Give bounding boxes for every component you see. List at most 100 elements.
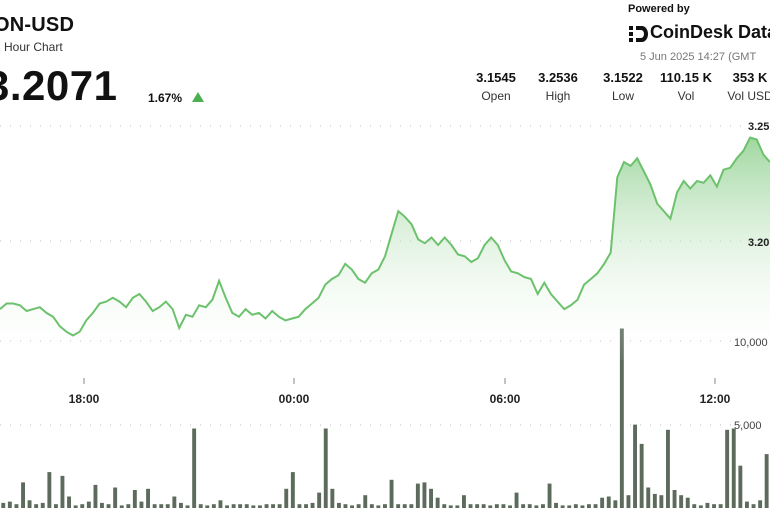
volume-bar — [685, 497, 690, 508]
x-tick-label: 00:00 — [279, 392, 310, 406]
price-line — [0, 136, 770, 337]
stat-vol-label: Vol — [677, 89, 695, 103]
volume-tick-label: 5,000 — [734, 420, 762, 432]
stat-volusd-value: 353 K — [732, 70, 768, 85]
volume-bar — [429, 488, 433, 508]
volume-bar — [21, 482, 25, 508]
volume-bar — [67, 496, 71, 508]
volume-bar — [165, 504, 170, 508]
volume-bar — [626, 495, 631, 508]
volume-bar — [679, 495, 684, 508]
volume-bar — [264, 504, 269, 508]
volume-bar — [514, 492, 519, 508]
volume-bar — [192, 428, 197, 508]
volume-bar — [198, 504, 203, 508]
stat-vol-value: 110.15 K — [659, 70, 713, 85]
volume-bar — [40, 502, 45, 508]
volume-bar — [304, 504, 308, 508]
volume-bar — [146, 488, 150, 508]
powered-by-label: Powered by — [628, 3, 690, 15]
volume-bar — [402, 504, 407, 508]
stat-high-value: 3.2536 — [538, 70, 578, 85]
volume-bar — [132, 490, 137, 508]
volume-bar — [593, 504, 598, 508]
volume-bar — [448, 505, 453, 508]
volume-bar — [521, 504, 526, 508]
volume-bar — [251, 505, 256, 508]
volume-bar — [758, 500, 763, 508]
stat-open-label: Open — [481, 89, 511, 103]
volume-bar — [442, 504, 447, 508]
volume-bar — [86, 501, 91, 508]
volume-bar — [159, 504, 164, 508]
volume-bar — [560, 505, 565, 508]
chart-subtitle: Hour Chart — [4, 40, 63, 54]
volume-bar — [422, 482, 427, 508]
price-tick-label: 3.20 — [748, 237, 769, 249]
volume-bar — [646, 487, 651, 508]
volume-bar — [205, 505, 210, 508]
volume-bar — [100, 502, 104, 508]
volume-bar — [73, 505, 78, 508]
pair-title: ON-USD — [0, 14, 75, 36]
volume-bar — [106, 504, 111, 508]
volume-bar — [14, 504, 19, 508]
volume-bar — [323, 428, 328, 508]
volume-bar — [211, 504, 216, 508]
current-price: 3.2071 — [0, 62, 118, 109]
volume-bar — [356, 504, 361, 508]
volume-bar — [554, 502, 558, 508]
price-area-fill — [0, 137, 770, 360]
volume-bar — [47, 472, 52, 508]
x-tick-label: 12:00 — [700, 392, 731, 406]
volume-bar — [494, 504, 499, 508]
price-tick-label: 3.25 — [748, 121, 769, 133]
volume-bar — [633, 424, 637, 508]
volume-bar — [317, 492, 322, 508]
volume-bar — [34, 504, 39, 508]
volume-bar — [659, 495, 664, 508]
volume-bar — [587, 504, 591, 508]
volume-bar — [764, 454, 769, 508]
volume-bar — [751, 504, 756, 508]
volume-bar — [475, 504, 480, 508]
volume-bar — [277, 504, 282, 508]
volume-bar — [573, 504, 578, 508]
stat-open-value: 3.1545 — [476, 70, 516, 85]
volume-bar — [376, 505, 381, 508]
volume-bar — [172, 496, 177, 508]
volume-bar — [126, 504, 131, 508]
volume-bar — [383, 504, 387, 508]
price-change: 1.67% — [148, 91, 183, 105]
volume-bar — [310, 502, 315, 508]
volume-bar — [389, 479, 394, 508]
volume-bar — [718, 504, 723, 508]
volume-bar — [705, 502, 710, 508]
volume-bar — [337, 502, 341, 508]
volume-bar — [666, 429, 670, 508]
volume-bar — [113, 487, 118, 508]
volume-bar — [396, 504, 401, 508]
stat-high-label: High — [545, 89, 571, 103]
volume-bar — [600, 497, 605, 508]
volume-bar — [672, 490, 677, 508]
volume-bar — [271, 504, 275, 508]
stat-volusd-label: Vol USD — [727, 89, 770, 103]
volume-bar — [284, 488, 289, 508]
volume-bar — [415, 483, 420, 508]
volume-bar — [350, 505, 354, 508]
volume-bar — [534, 505, 539, 508]
volume-bar — [93, 484, 98, 508]
volume-bar — [185, 505, 190, 508]
volume-bar — [119, 505, 124, 508]
x-tick-label: 18:00 — [69, 392, 100, 406]
volume-bar — [547, 483, 552, 508]
volume-bar — [409, 504, 414, 508]
volume-bar — [7, 501, 12, 508]
volume-bar — [258, 505, 262, 508]
stat-low-label: Low — [611, 89, 634, 103]
volume-bar — [231, 504, 236, 508]
up-arrow-icon — [192, 92, 204, 102]
volume-bar — [225, 505, 229, 508]
volume-bar — [698, 505, 703, 508]
